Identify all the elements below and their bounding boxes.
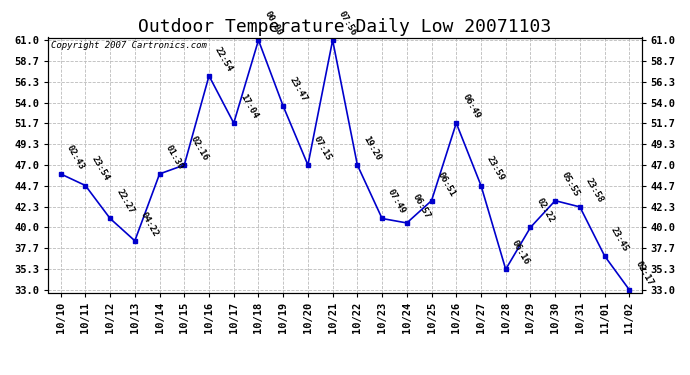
Text: 22:54: 22:54	[213, 45, 235, 73]
Text: 01:30: 01:30	[164, 143, 185, 171]
Text: Copyright 2007 Cartronics.com: Copyright 2007 Cartronics.com	[51, 41, 207, 50]
Title: Outdoor Temperature Daily Low 20071103: Outdoor Temperature Daily Low 20071103	[139, 18, 551, 36]
Text: 23:47: 23:47	[287, 76, 308, 104]
Text: 07:49: 07:49	[386, 188, 408, 216]
Text: 00:00: 00:00	[263, 10, 284, 38]
Text: 22:27: 22:27	[115, 188, 135, 216]
Text: 06:49: 06:49	[460, 93, 482, 120]
Text: 06:51: 06:51	[435, 170, 457, 198]
Text: 19:20: 19:20	[362, 135, 383, 162]
Text: 23:59: 23:59	[485, 155, 506, 183]
Text: 02:22: 02:22	[535, 197, 556, 225]
Text: 07:56: 07:56	[337, 10, 358, 38]
Text: 05:55: 05:55	[560, 170, 580, 198]
Text: 06:16: 06:16	[510, 239, 531, 267]
Text: 23:58: 23:58	[584, 176, 605, 204]
Text: 02:17: 02:17	[633, 259, 655, 287]
Text: 02:43: 02:43	[65, 143, 86, 171]
Text: 17:04: 17:04	[238, 93, 259, 120]
Text: 23:54: 23:54	[90, 155, 111, 183]
Text: 02:16: 02:16	[188, 135, 210, 162]
Text: 04:22: 04:22	[139, 210, 160, 238]
Text: 07:15: 07:15	[312, 135, 333, 162]
Text: 06:57: 06:57	[411, 192, 432, 220]
Text: 23:45: 23:45	[609, 225, 630, 253]
